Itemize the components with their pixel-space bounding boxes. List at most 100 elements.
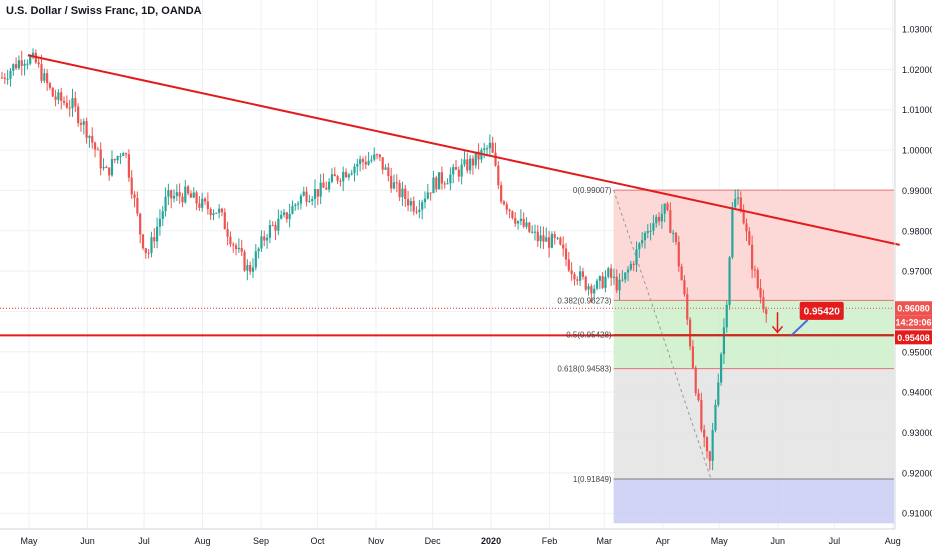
x-tick-label: Dec (425, 536, 442, 546)
candle (251, 258, 255, 278)
candle-body (378, 154, 381, 158)
candle (71, 88, 74, 117)
y-axis[interactable]: 1.03000 1.02000 1.01000 1.00000 0.99000 0.980… (894, 0, 932, 529)
candle (40, 54, 43, 84)
last-price-tag-bg (895, 301, 932, 316)
candle-body (88, 136, 91, 138)
candle (663, 203, 666, 223)
candle-body (415, 211, 418, 213)
candle-body (736, 197, 740, 199)
candle-body (302, 191, 305, 196)
countdown-tag-bg (895, 315, 932, 330)
candle (745, 218, 748, 241)
candle (54, 89, 57, 107)
candle-body (62, 100, 66, 103)
candle (632, 260, 635, 272)
target-callout-box[interactable] (799, 301, 844, 320)
candle-body (77, 106, 80, 124)
candle-body (590, 286, 593, 294)
y-tick-label: 0.92000 (902, 468, 932, 478)
candle (717, 373, 720, 408)
candle (116, 155, 119, 164)
candle (483, 142, 486, 159)
candle (615, 269, 618, 294)
candle-body (93, 142, 97, 150)
candle-body (116, 156, 119, 161)
candle-body (460, 164, 463, 177)
candle-body (99, 149, 102, 169)
fib-level-label: 0.382(0.96273) (557, 296, 612, 305)
candle (0, 71, 4, 79)
candle-body (333, 174, 336, 177)
candle (88, 135, 91, 148)
candle (344, 168, 348, 179)
candle-body (175, 192, 178, 196)
candle (739, 191, 742, 213)
candle-body (268, 225, 271, 238)
candle-body (649, 230, 652, 232)
candle-body (742, 211, 745, 224)
candle-body (612, 276, 616, 278)
candle-body (595, 280, 599, 289)
candle-body (593, 288, 596, 294)
candle-body (249, 265, 252, 272)
candle (65, 95, 68, 109)
candle (156, 217, 159, 249)
candle (17, 55, 21, 71)
candle-body (122, 153, 125, 157)
drawing-overlays[interactable]: 0.95420 (0, 54, 900, 337)
candle-body (618, 279, 621, 291)
candle (646, 223, 649, 239)
x-tick-label: Feb (542, 536, 558, 546)
candle (350, 169, 353, 176)
candle (99, 142, 102, 176)
candle-body (688, 319, 692, 347)
candle-body (722, 327, 726, 355)
candle (74, 91, 77, 113)
candle-body (446, 183, 449, 185)
candle (454, 159, 458, 170)
candle-body (158, 218, 162, 227)
fib-zone-below-1 (613, 478, 894, 524)
candle (26, 59, 29, 70)
candle-body (559, 237, 562, 245)
candle-body (153, 237, 156, 242)
candle-body (454, 167, 458, 170)
descending-trendline[interactable] (27, 54, 900, 246)
candle-body (229, 236, 232, 245)
candle-body (347, 174, 350, 178)
candle-body (748, 231, 751, 245)
candle-body (734, 198, 737, 208)
candle-body (629, 263, 632, 270)
candle-body (192, 192, 195, 198)
candle-body (124, 153, 128, 155)
candle-body (632, 263, 635, 265)
candle-body (731, 207, 734, 258)
candle (674, 231, 678, 246)
candle (172, 189, 176, 203)
candle-body (703, 429, 706, 438)
candle (438, 172, 441, 190)
candle (426, 183, 429, 200)
candle-body (765, 309, 768, 315)
candle (359, 155, 362, 172)
candle (474, 151, 477, 169)
candle (268, 219, 271, 244)
chart-title: U.S. Dollar / Swiss Franc, 1D, OANDA (6, 5, 202, 17)
fib-level-label: 0.5(0.95428) (566, 331, 612, 340)
candle-body (136, 197, 139, 214)
candle-body (65, 102, 68, 108)
candle (677, 235, 680, 272)
support-price-tag: 0.95408 (897, 333, 930, 343)
candle-body (516, 221, 520, 224)
candle-body (641, 240, 644, 244)
x-tick-label: Oct (311, 536, 326, 546)
candle-body (367, 160, 370, 165)
candle-body (728, 257, 731, 305)
candle-body (178, 192, 181, 197)
candle (48, 81, 52, 91)
candle (736, 189, 740, 205)
candle-body (68, 107, 71, 109)
